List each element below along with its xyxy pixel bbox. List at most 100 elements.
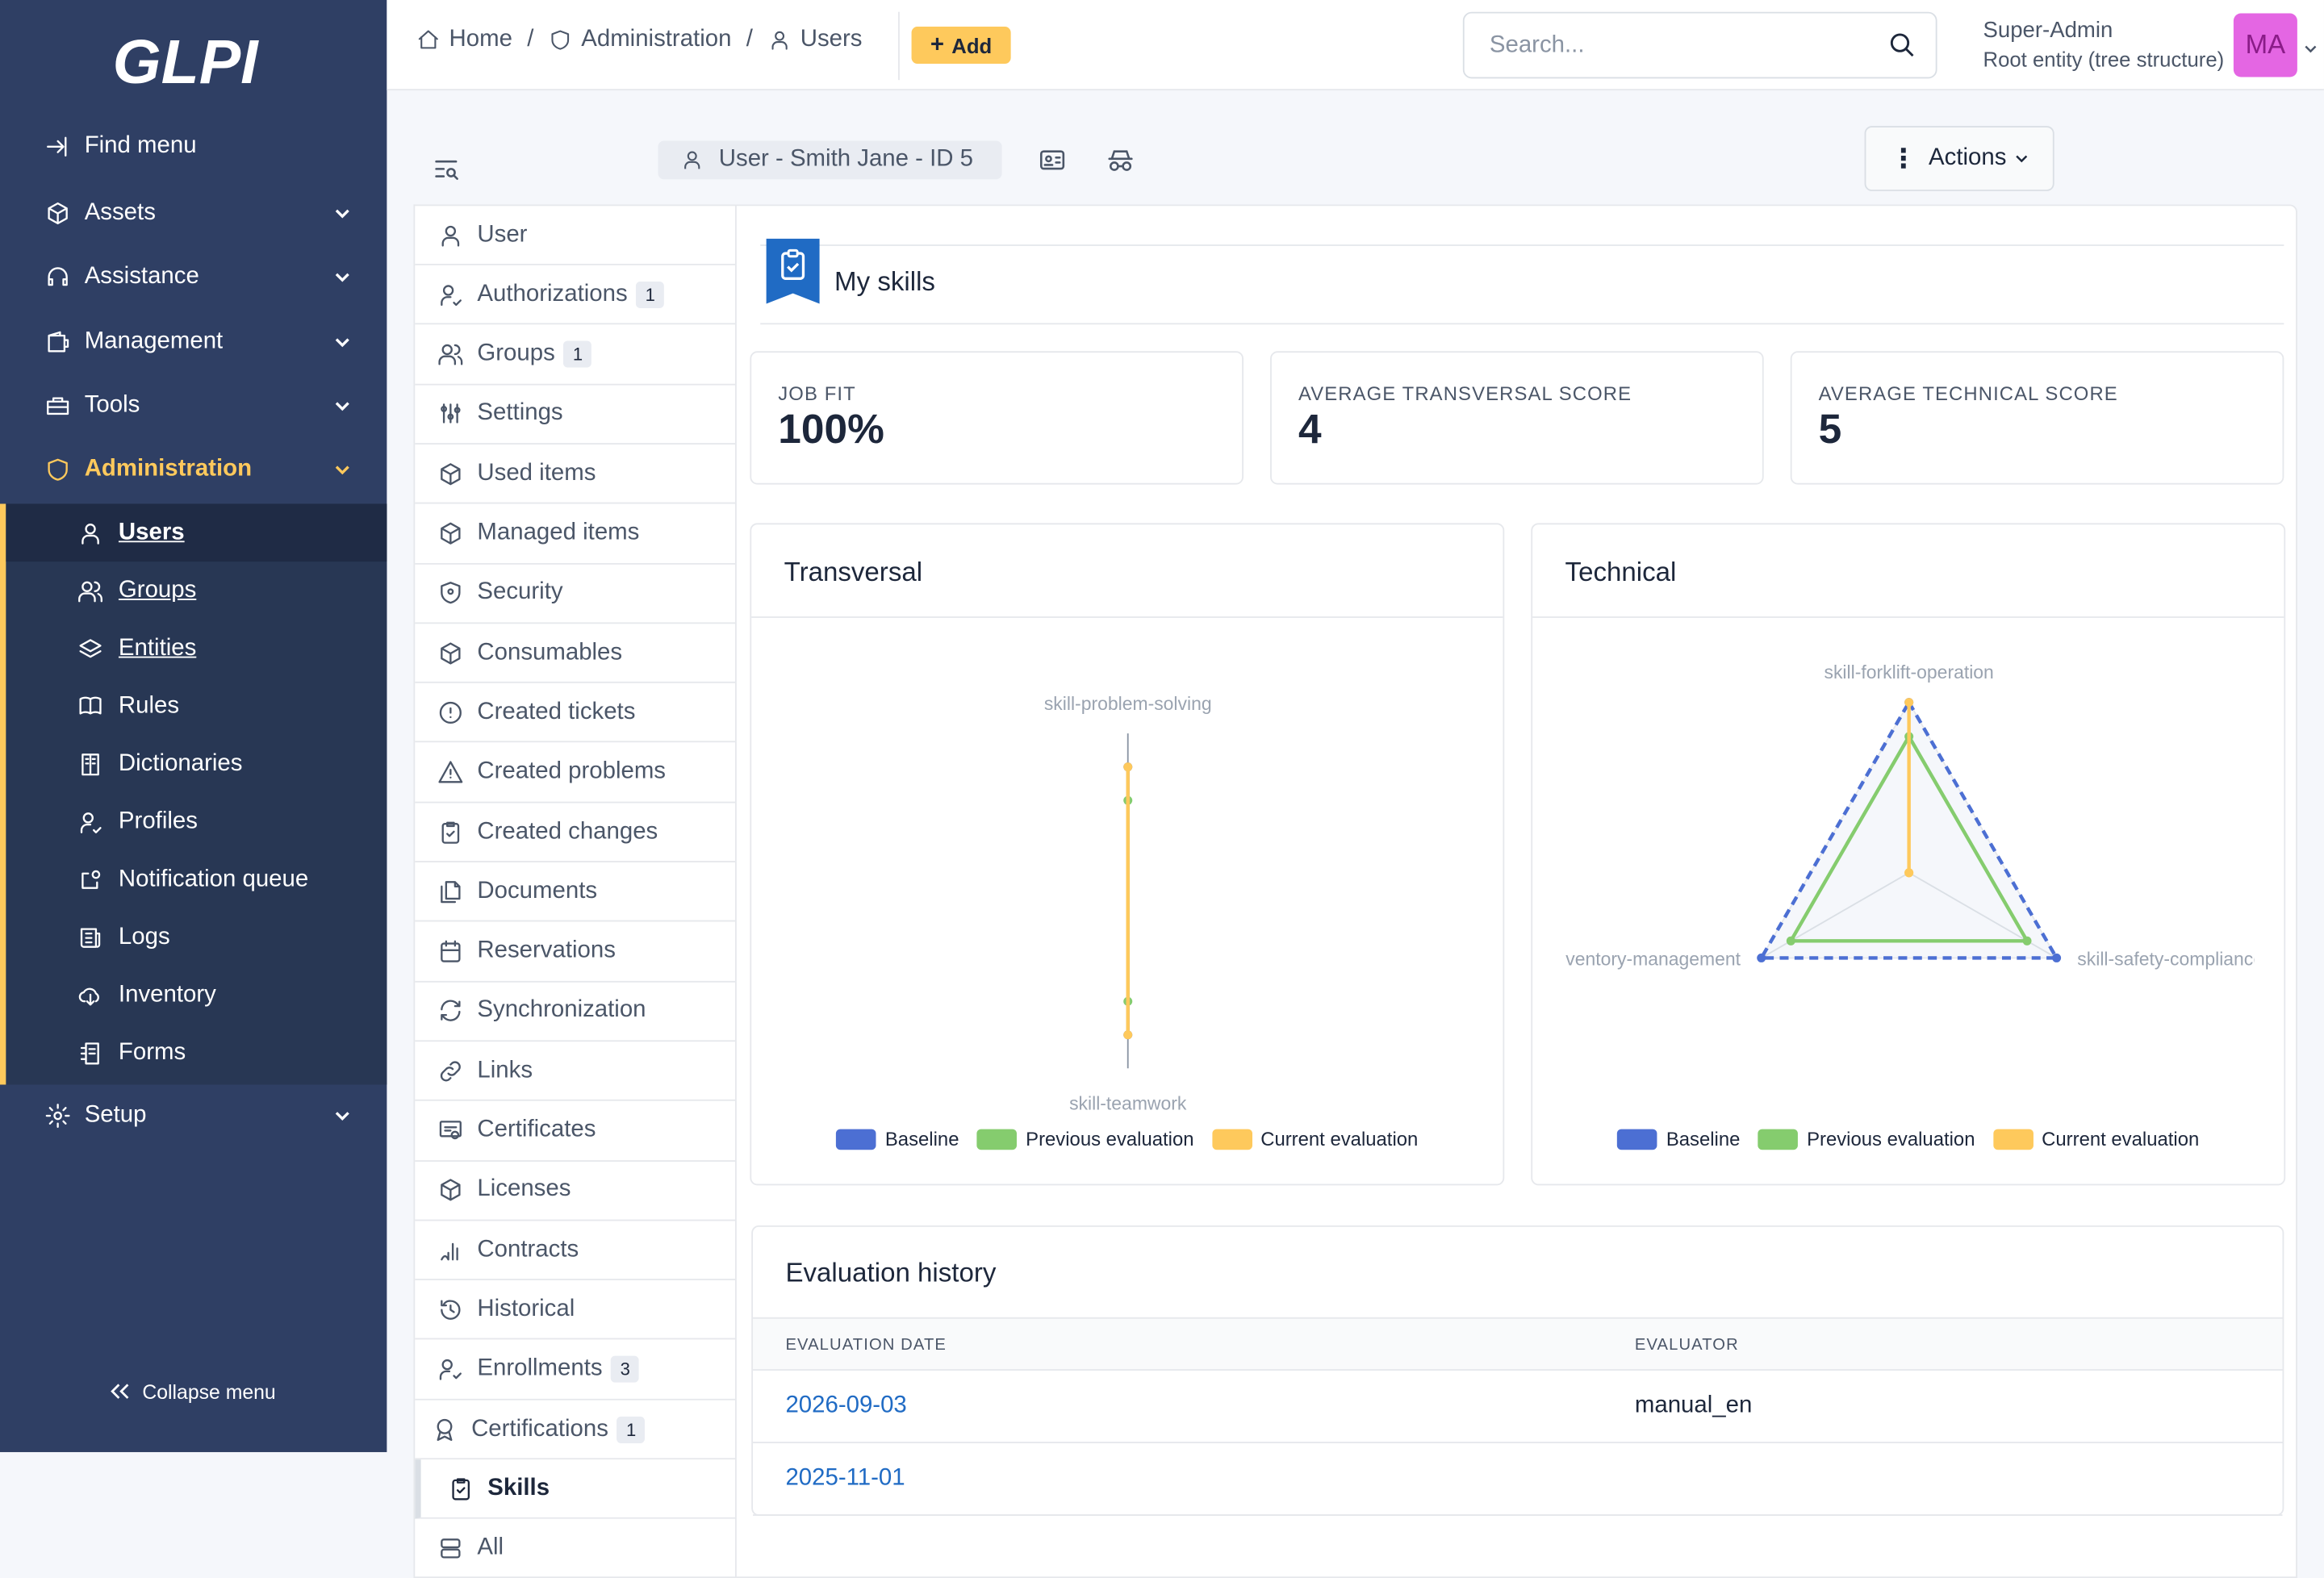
actions-button[interactable]: ⋮ Actions	[1864, 126, 2054, 191]
column-header-evaluator[interactable]: Evaluator	[1634, 1336, 1739, 1355]
add-button[interactable]: + Add	[911, 27, 1011, 64]
tab-historical[interactable]: Historical	[415, 1281, 737, 1341]
user-entity[interactable]: Root entity (tree structure)	[1983, 47, 2225, 72]
technical-chart-card: Technical skill-forklift-operation skill-…	[1531, 523, 2286, 1186]
tab-user[interactable]: User	[415, 206, 737, 265]
tab-label: Consumables	[477, 639, 623, 665]
search-input[interactable]: Search...	[1462, 11, 1937, 79]
used-items-icon	[437, 461, 464, 487]
plus-icon: +	[930, 31, 945, 57]
radar-point	[1904, 698, 1914, 708]
user-name[interactable]: Super-Admin	[1983, 18, 2113, 44]
sub-forms[interactable]: Forms	[6, 1024, 387, 1082]
tab-consumables[interactable]: Consumables	[415, 624, 737, 683]
toggle-tabs-icon[interactable]	[431, 154, 461, 184]
stat-avg-transversal: Average transversal score 4	[1270, 351, 1764, 485]
briefcase-icon	[44, 393, 71, 420]
sub-entities[interactable]: Entities	[6, 620, 387, 678]
tab-synchronization[interactable]: Synchronization	[415, 983, 737, 1042]
tab-label: Links	[477, 1057, 533, 1083]
nav-tools[interactable]: Tools	[0, 377, 387, 436]
legend-current[interactable]: Current evaluation	[1211, 1128, 1418, 1150]
chevron-down-icon	[333, 332, 351, 349]
glpi-logo[interactable]: GLPI	[113, 27, 276, 98]
sub-dictionaries[interactable]: Dictionaries	[6, 735, 387, 793]
tab-licenses[interactable]: Licenses	[415, 1162, 737, 1221]
layers-icon	[77, 635, 104, 662]
historical-icon	[437, 1296, 464, 1323]
radar-axis	[1761, 872, 1910, 959]
tab-used-items[interactable]: Used items	[415, 445, 737, 504]
box-icon	[44, 200, 71, 227]
sub-rules[interactable]: Rules	[6, 677, 387, 735]
legend-label: Current evaluation	[2042, 1127, 2200, 1150]
nav-assets[interactable]: Assets	[0, 184, 387, 243]
nav-assistance[interactable]: Assistance	[0, 248, 387, 307]
tab-all[interactable]: All	[415, 1520, 737, 1578]
tab-managed-items[interactable]: Managed items	[415, 504, 737, 564]
tab-label: Managed items	[477, 520, 640, 545]
header-divider	[898, 11, 900, 81]
sub-profiles[interactable]: Profiles	[6, 793, 387, 851]
legend-baseline[interactable]: Baseline	[1617, 1128, 1740, 1150]
tab-label: Documents	[477, 878, 598, 904]
tab-created-changes[interactable]: Created changes	[415, 803, 737, 862]
legend-previous[interactable]: Previous evaluation	[1758, 1128, 1975, 1150]
chevron-down-icon[interactable]	[2303, 37, 2318, 53]
evaluation-date-link[interactable]: 2025-11-01	[785, 1465, 905, 1491]
nav-administration[interactable]: Administration	[0, 440, 387, 499]
tab-reservations[interactable]: Reservations	[415, 923, 737, 982]
sub-groups[interactable]: Groups	[6, 561, 387, 620]
legend-previous[interactable]: Previous evaluation	[976, 1127, 1194, 1150]
sub-profiles-label: Profiles	[118, 808, 198, 834]
column-header-date[interactable]: Evaluation date	[785, 1336, 947, 1355]
nav-setup[interactable]: Setup	[0, 1086, 387, 1145]
sub-notification-queue[interactable]: Notification queue	[6, 850, 387, 908]
tab-documents[interactable]: Documents	[415, 863, 737, 922]
breadcrumb-administration-label: Administration	[581, 27, 732, 52]
sub-users[interactable]: Users	[6, 503, 387, 562]
impersonate-icon[interactable]	[1106, 145, 1135, 175]
evaluation-date-link[interactable]: 2026-09-03	[785, 1392, 907, 1418]
tab-enrollments[interactable]: Enrollments 3	[415, 1341, 737, 1401]
created-changes-icon	[437, 819, 464, 845]
tab-settings[interactable]: Settings	[415, 385, 737, 445]
sub-entities-label: Entities	[118, 635, 197, 661]
tab-skills[interactable]: Skills	[415, 1459, 737, 1520]
sub-groups-label: Groups	[118, 577, 197, 603]
breadcrumb-administration[interactable]: Administration	[549, 27, 732, 53]
search-icon[interactable]	[1888, 31, 1916, 60]
tab-certifications[interactable]: Certifications 1	[415, 1401, 737, 1460]
stat-job-fit: Job fit 100%	[750, 351, 1244, 485]
find-menu[interactable]: Find menu	[0, 117, 387, 176]
nav-management[interactable]: Management	[0, 313, 387, 372]
breadcrumb: Home / Administration / Users	[416, 27, 863, 53]
sub-inventory[interactable]: Inventory	[6, 966, 387, 1025]
tab-created-tickets[interactable]: Created tickets	[415, 683, 737, 743]
legend-label: Previous evaluation	[1026, 1127, 1194, 1150]
certificates-icon	[437, 1117, 464, 1144]
radar-point	[1123, 762, 1133, 772]
legend-baseline[interactable]: Baseline	[836, 1128, 959, 1150]
enrollments-icon	[437, 1356, 464, 1383]
id-card-icon[interactable]	[1038, 145, 1068, 175]
tab-created-problems[interactable]: Created problems	[415, 743, 737, 803]
radar-point	[1757, 953, 1766, 962]
tab-authorizations[interactable]: Authorizations 1	[415, 265, 737, 325]
tab-security[interactable]: Security	[415, 564, 737, 624]
avatar[interactable]: MA	[2233, 13, 2297, 77]
table-row: 2025-11-01	[753, 1443, 2283, 1516]
tab-links[interactable]: Links	[415, 1042, 737, 1102]
tab-label: Enrollments	[477, 1355, 603, 1382]
sub-logs[interactable]: Logs	[6, 908, 387, 966]
breadcrumb-users[interactable]: Users	[767, 27, 863, 53]
breadcrumb-home[interactable]: Home	[416, 27, 512, 53]
collapse-menu-button[interactable]: Collapse menu	[107, 1378, 276, 1405]
tab-groups[interactable]: Groups 1	[415, 325, 737, 385]
legend-current[interactable]: Current evaluation	[1992, 1127, 2200, 1150]
radar-axis-label: skill-inventory-management	[1532, 949, 1741, 970]
tab-label: Reservations	[477, 937, 616, 964]
tab-contracts[interactable]: Contracts	[415, 1221, 737, 1281]
item-title-label: User - Smith Jane - ID 5	[718, 146, 973, 173]
tab-certificates[interactable]: Certificates	[415, 1102, 737, 1162]
